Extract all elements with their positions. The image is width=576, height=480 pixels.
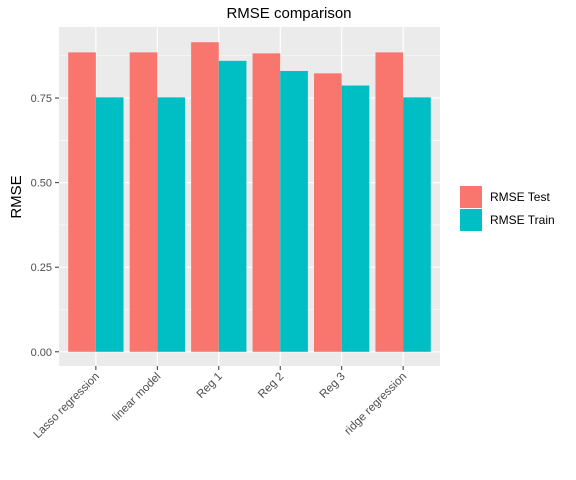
- x-tick-label: Reg 1: [195, 371, 225, 401]
- bar: [314, 73, 342, 352]
- y-axis-title: RMSE: [8, 175, 25, 218]
- x-tick-label: linear model: [111, 371, 164, 424]
- x-tick-label: Reg 3: [318, 371, 348, 401]
- y-tick-label: 0.00: [31, 347, 52, 359]
- bar: [403, 97, 431, 352]
- bar: [68, 52, 96, 352]
- y-tick-label: 0.75: [31, 93, 52, 105]
- bar: [218, 60, 247, 352]
- legend-label: RMSE Test: [490, 190, 550, 204]
- bar: [341, 85, 370, 352]
- chart-title: RMSE comparison: [226, 5, 351, 22]
- x-tick-label: Lasso regression: [32, 371, 102, 441]
- legend-key: [460, 209, 482, 231]
- legend-key: [460, 186, 482, 208]
- bar: [280, 70, 308, 352]
- bar: [191, 42, 219, 352]
- y-tick-label: 0.50: [31, 178, 52, 190]
- legend: RMSE Test RMSE Train: [460, 186, 555, 231]
- bar: [129, 52, 158, 352]
- legend-label: RMSE Train: [490, 213, 555, 227]
- x-tick-label: Reg 2: [256, 371, 286, 401]
- bar: [375, 52, 404, 352]
- bars: [68, 42, 431, 352]
- bar: [252, 53, 281, 352]
- y-axis: 0.00 0.25 0.50 0.75: [31, 93, 59, 359]
- y-tick-label: 0.25: [31, 262, 52, 274]
- bar: [95, 97, 124, 352]
- bar: [157, 97, 185, 352]
- x-tick-label: ridge regression: [342, 371, 409, 438]
- x-axis: Lasso regression linear model Reg 1 Reg 2 Re…: [32, 366, 409, 441]
